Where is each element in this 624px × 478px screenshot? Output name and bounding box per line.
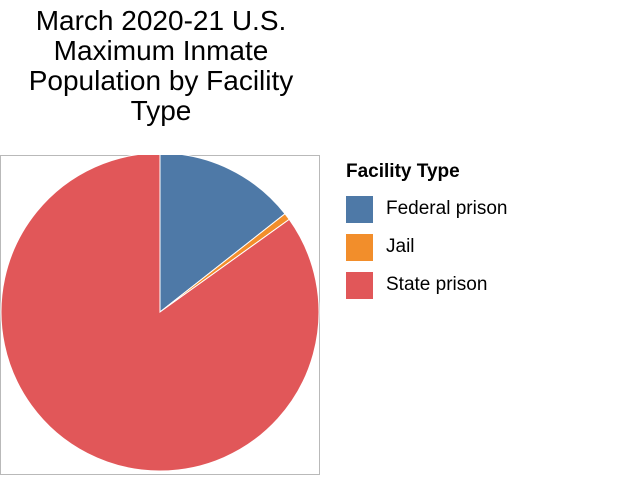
legend-title: Facility Type: [346, 161, 460, 182]
legend-swatch: [346, 271, 373, 299]
chart-title-line: Type: [130, 95, 192, 126]
chart-title-line: Population by Facility: [28, 65, 294, 96]
legend: Facility Type Federal prison Jail State …: [346, 160, 507, 304]
chart-title-line: March 2020-21 U.S.: [35, 5, 287, 36]
legend-label: State prison: [386, 274, 488, 295]
chart-title: March 2020-21 U.S. Maximum Inmate Popula…: [0, 6, 322, 126]
chart-title-line: Maximum Inmate: [53, 35, 269, 66]
pie-chart: [0, 155, 320, 472]
legend-item-state-prison: State prison: [346, 266, 507, 304]
legend-swatch: [346, 195, 373, 223]
legend-label: Federal prison: [386, 198, 508, 219]
legend-label: Jail: [386, 236, 415, 257]
pie-slice-federal-prison: [159, 155, 286, 314]
legend-item-jail: Jail: [346, 228, 507, 266]
pie-slice-state-prison: [0, 155, 320, 472]
legend-swatch: [346, 233, 373, 261]
legend-item-federal-prison: Federal prison: [346, 190, 507, 228]
